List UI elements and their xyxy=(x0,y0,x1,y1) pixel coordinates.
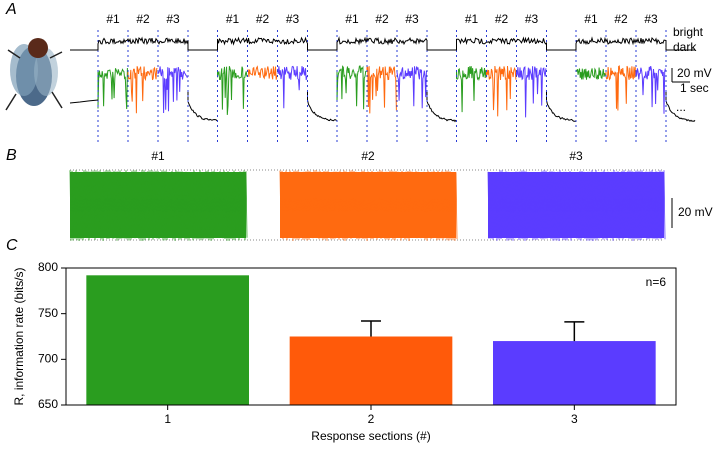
voltage-trace xyxy=(336,65,367,110)
voltage-trace xyxy=(97,67,128,110)
voltage-trace xyxy=(366,64,397,114)
section-label: #1 xyxy=(465,12,479,26)
scale-label: 20 mV xyxy=(678,205,713,219)
bar xyxy=(86,275,249,405)
voltage-trace xyxy=(575,67,606,80)
section-label: #2 xyxy=(495,12,509,26)
section-label: #1 xyxy=(345,12,359,26)
ellipsis: ... xyxy=(676,100,686,114)
y-tick-label: 700 xyxy=(38,352,58,366)
y-axis-label: R, information rate (bits/s) xyxy=(12,267,26,405)
plot-frame xyxy=(65,267,677,406)
stimulus-trace xyxy=(70,36,696,51)
response-trace xyxy=(279,169,458,242)
section-label: #3 xyxy=(166,12,180,26)
stim-label: bright xyxy=(673,25,704,39)
scale-label: 20 mV xyxy=(677,66,712,80)
error-bar xyxy=(564,321,585,342)
voltage-trace xyxy=(665,90,696,123)
voltage-trace xyxy=(605,65,636,111)
x-axis-label: Response sections (#) xyxy=(311,429,430,443)
section-label: #2 xyxy=(256,12,270,26)
section-label: #3 xyxy=(644,12,658,26)
section-label: #3 xyxy=(525,12,539,26)
voltage-trace xyxy=(635,65,666,114)
panel-label: C xyxy=(6,237,18,254)
voltage-trace xyxy=(69,99,99,104)
panel-label: B xyxy=(6,147,17,164)
y-tick-label: 800 xyxy=(38,260,58,274)
section-label: #1 xyxy=(151,149,165,163)
section-label: #2 xyxy=(136,12,150,26)
fly-icon xyxy=(5,38,63,111)
section-label: #2 xyxy=(614,12,628,26)
section-label: #2 xyxy=(375,12,389,26)
voltage-trace xyxy=(217,66,248,115)
x-tick-label: 2 xyxy=(368,412,375,426)
error-bar xyxy=(361,320,381,337)
y-tick-label: 650 xyxy=(38,397,58,411)
section-label: #1 xyxy=(584,12,598,26)
voltage-trace xyxy=(426,90,457,123)
bar xyxy=(289,336,453,405)
response-trace xyxy=(487,169,666,242)
voltage-trace xyxy=(187,90,218,122)
x-tick-label: 3 xyxy=(571,412,578,426)
voltage-trace xyxy=(396,66,427,109)
section-label: #2 xyxy=(361,149,375,163)
y-tick-label: 750 xyxy=(38,306,58,320)
section-label: #1 xyxy=(106,12,120,26)
voltage-trace xyxy=(456,66,487,113)
voltage-trace xyxy=(157,66,188,114)
bar xyxy=(493,341,656,405)
section-label: #3 xyxy=(569,149,583,163)
voltage-trace xyxy=(127,66,158,114)
voltage-trace xyxy=(247,65,278,80)
section-label: #3 xyxy=(405,12,419,26)
voltage-trace xyxy=(486,65,517,117)
scale-label: 1 sec xyxy=(680,81,709,95)
annotation: n=6 xyxy=(646,275,667,289)
voltage-trace xyxy=(277,65,308,109)
voltage-trace xyxy=(307,90,337,122)
voltage-trace xyxy=(546,90,576,122)
stim-label: dark xyxy=(673,40,697,54)
response-trace xyxy=(69,170,248,241)
section-label: #3 xyxy=(286,12,300,26)
voltage-trace xyxy=(516,66,547,118)
section-label: #1 xyxy=(226,12,240,26)
panel-label: A xyxy=(5,1,17,18)
x-tick-label: 1 xyxy=(164,412,171,426)
